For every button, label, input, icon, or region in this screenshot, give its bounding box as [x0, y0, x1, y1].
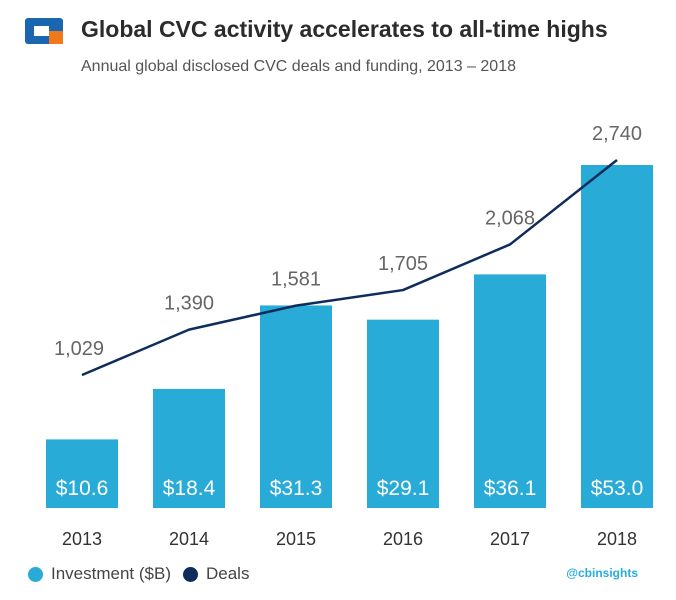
bar-label-2017: $36.1 [484, 477, 537, 500]
chart-subtitle: Annual global disclosed CVC deals and fu… [81, 58, 516, 75]
chart-title: Global CVC activity accelerates to all-t… [81, 16, 608, 42]
legend-item-investment: Investment ($B) [28, 564, 171, 584]
bar-label-2014: $18.4 [163, 477, 216, 500]
bar-label-2013: $10.6 [56, 477, 109, 500]
legend-swatch-investment [28, 566, 43, 582]
x-tick-label-2016: 2016 [383, 529, 423, 549]
bar-2014 [153, 388, 225, 508]
cb-insights-logo-icon [25, 18, 63, 44]
bar-2017 [474, 274, 546, 508]
deals-label-2016: 1,705 [378, 253, 428, 275]
deals-label-2014: 1,390 [164, 293, 214, 315]
bar-label-2018: $53.0 [591, 477, 644, 500]
bar-2013 [46, 439, 118, 508]
legend-label-deals: Deals [206, 564, 250, 583]
bar-2016 [367, 319, 439, 508]
bar-label-2015: $31.3 [270, 477, 323, 500]
x-tick-label-2017: 2017 [490, 529, 530, 549]
legend-swatch-deals [183, 566, 198, 582]
x-tick-label-2013: 2013 [62, 529, 102, 549]
deals-label-2018: 2,740 [592, 123, 642, 145]
chart-header: Global CVC activity accelerates to all-t… [25, 14, 665, 84]
legend: Investment ($B) Deals [28, 562, 261, 586]
deals-label-2013: 1,029 [54, 338, 104, 360]
bar-label-2016: $29.1 [377, 477, 430, 500]
legend-label-investment: Investment ($B) [51, 564, 171, 583]
deals-label-2015: 1,581 [271, 269, 321, 291]
x-tick-label-2018: 2018 [597, 529, 637, 549]
x-tick-label-2015: 2015 [276, 529, 316, 549]
x-tick-label-2014: 2014 [169, 529, 209, 549]
brand-handle: @cbinsights [566, 566, 638, 580]
deals-line [81, 159, 618, 377]
bar-2018 [581, 165, 653, 508]
deals-label-2017: 2,068 [485, 207, 535, 229]
legend-item-deals: Deals [183, 564, 249, 584]
bar-2015 [260, 305, 332, 508]
